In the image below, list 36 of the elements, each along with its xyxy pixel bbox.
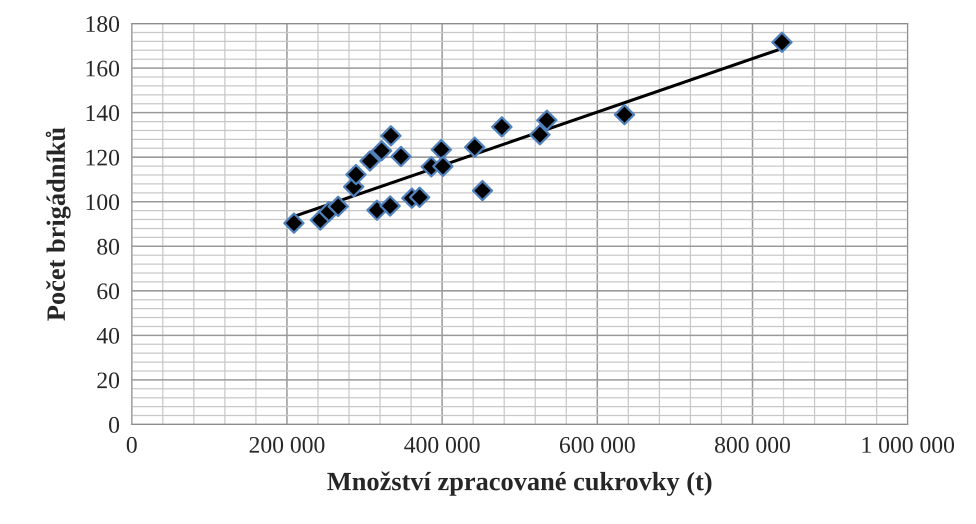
y-tick-label: 0 <box>109 416 120 433</box>
point <box>430 138 452 160</box>
point <box>359 150 381 172</box>
point <box>536 110 558 131</box>
y-tick-label: 80 <box>97 238 120 255</box>
point <box>379 195 401 217</box>
point <box>390 146 412 168</box>
y-tick-label: 60 <box>97 283 120 300</box>
point <box>771 32 793 53</box>
y-axis-title: Počet brigádníků <box>46 128 71 321</box>
point <box>529 124 551 146</box>
point <box>370 140 392 162</box>
y-tick-label: 180 <box>86 16 120 32</box>
y-tick-label: 120 <box>86 150 120 166</box>
x-tick-label: 0 <box>126 436 137 453</box>
point <box>283 212 305 234</box>
x-tick-label: 400 000 <box>404 436 480 453</box>
y-tick-label: 40 <box>96 328 120 344</box>
x-tick-label: 600 000 <box>560 436 635 453</box>
y-tick-label: 20 <box>97 372 120 388</box>
point <box>472 180 494 202</box>
x-tick-label: 800 000 <box>715 436 790 453</box>
y-tick-label: 160 <box>86 60 120 77</box>
x-tick-label: 200 000 <box>250 436 324 453</box>
point <box>408 186 430 208</box>
y-tick-label: 140 <box>86 105 120 122</box>
y-tick-label: 100 <box>86 194 120 210</box>
point <box>491 116 513 138</box>
point <box>345 164 367 186</box>
point <box>614 104 636 126</box>
x-axis-title: Množství zpracované cukrovky (t) <box>327 472 712 496</box>
x-tick-label: 1 000 000 <box>862 436 954 453</box>
point <box>380 125 402 147</box>
point <box>327 196 349 218</box>
point <box>432 156 454 178</box>
point <box>464 136 486 158</box>
